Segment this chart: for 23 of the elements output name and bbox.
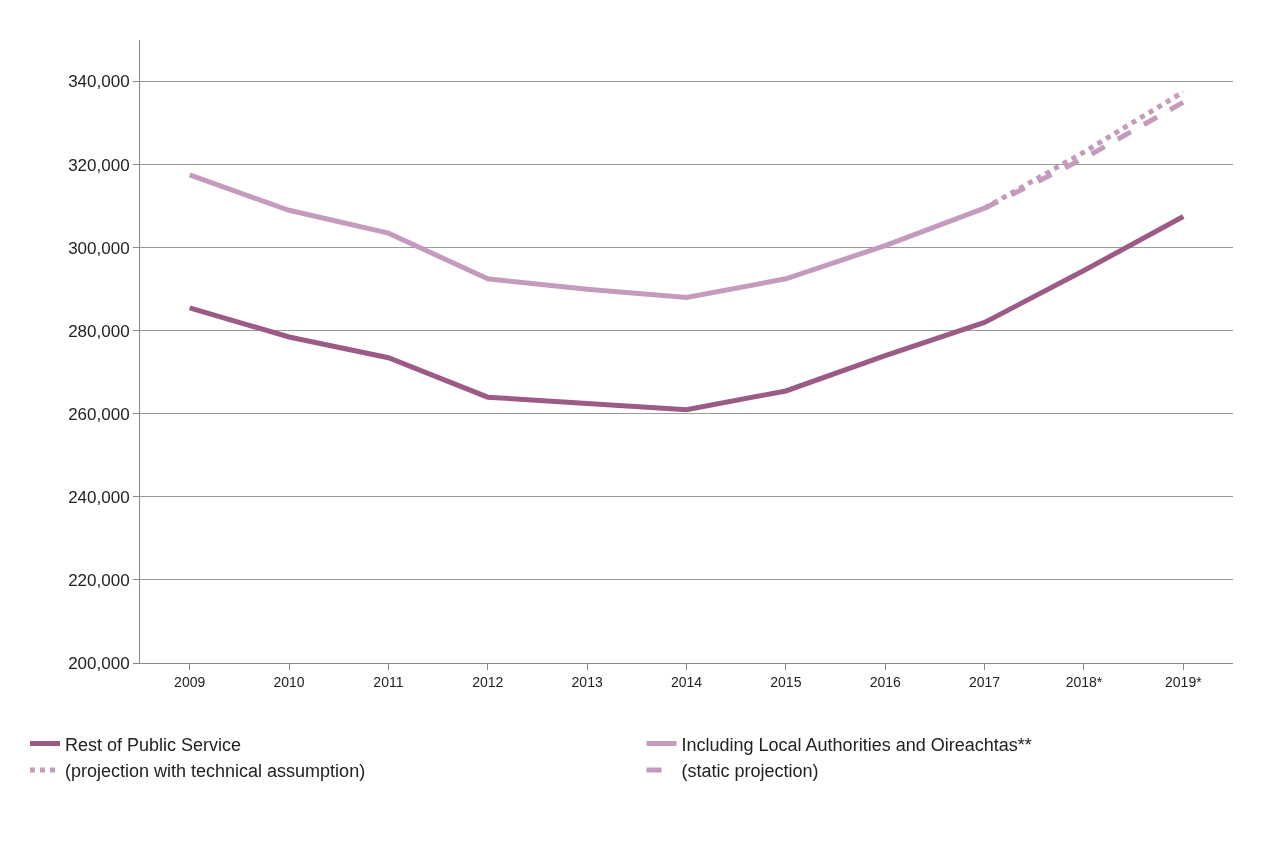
x-tick-label: 2013 xyxy=(571,673,603,690)
x-tick-label: 2015 xyxy=(770,673,802,690)
x-tick-label: 2014 xyxy=(670,673,703,690)
legend-label: (projection with technical assumption) xyxy=(65,760,366,781)
y-tick-label: 300,000 xyxy=(68,238,130,258)
y-tick-label: 240,000 xyxy=(68,487,130,507)
x-tick-label: 2019* xyxy=(1165,673,1203,690)
x-tick-label: 2017 xyxy=(969,673,1001,690)
legend-label: Rest of Public Service xyxy=(65,734,242,755)
x-tick-label: 2011 xyxy=(373,673,404,690)
y-tick-label: 260,000 xyxy=(68,404,130,424)
y-tick-label: 220,000 xyxy=(68,570,130,590)
y-tick-label: 280,000 xyxy=(68,321,130,341)
legend-label: (static projection) xyxy=(681,760,819,781)
legend-label: Including Local Authorities and Oireachtas** xyxy=(681,734,1032,755)
x-tick-label: 2010 xyxy=(273,673,305,690)
y-tick-label: 320,000 xyxy=(68,155,130,175)
x-tick-label: 2009 xyxy=(174,673,206,690)
x-tick-label: 2012 xyxy=(472,673,504,690)
x-tick-label: 2016 xyxy=(869,673,902,690)
x-tick-label: 2018* xyxy=(1065,673,1103,690)
y-tick-label: 200,000 xyxy=(68,653,130,673)
y-tick-label: 340,000 xyxy=(68,72,130,92)
